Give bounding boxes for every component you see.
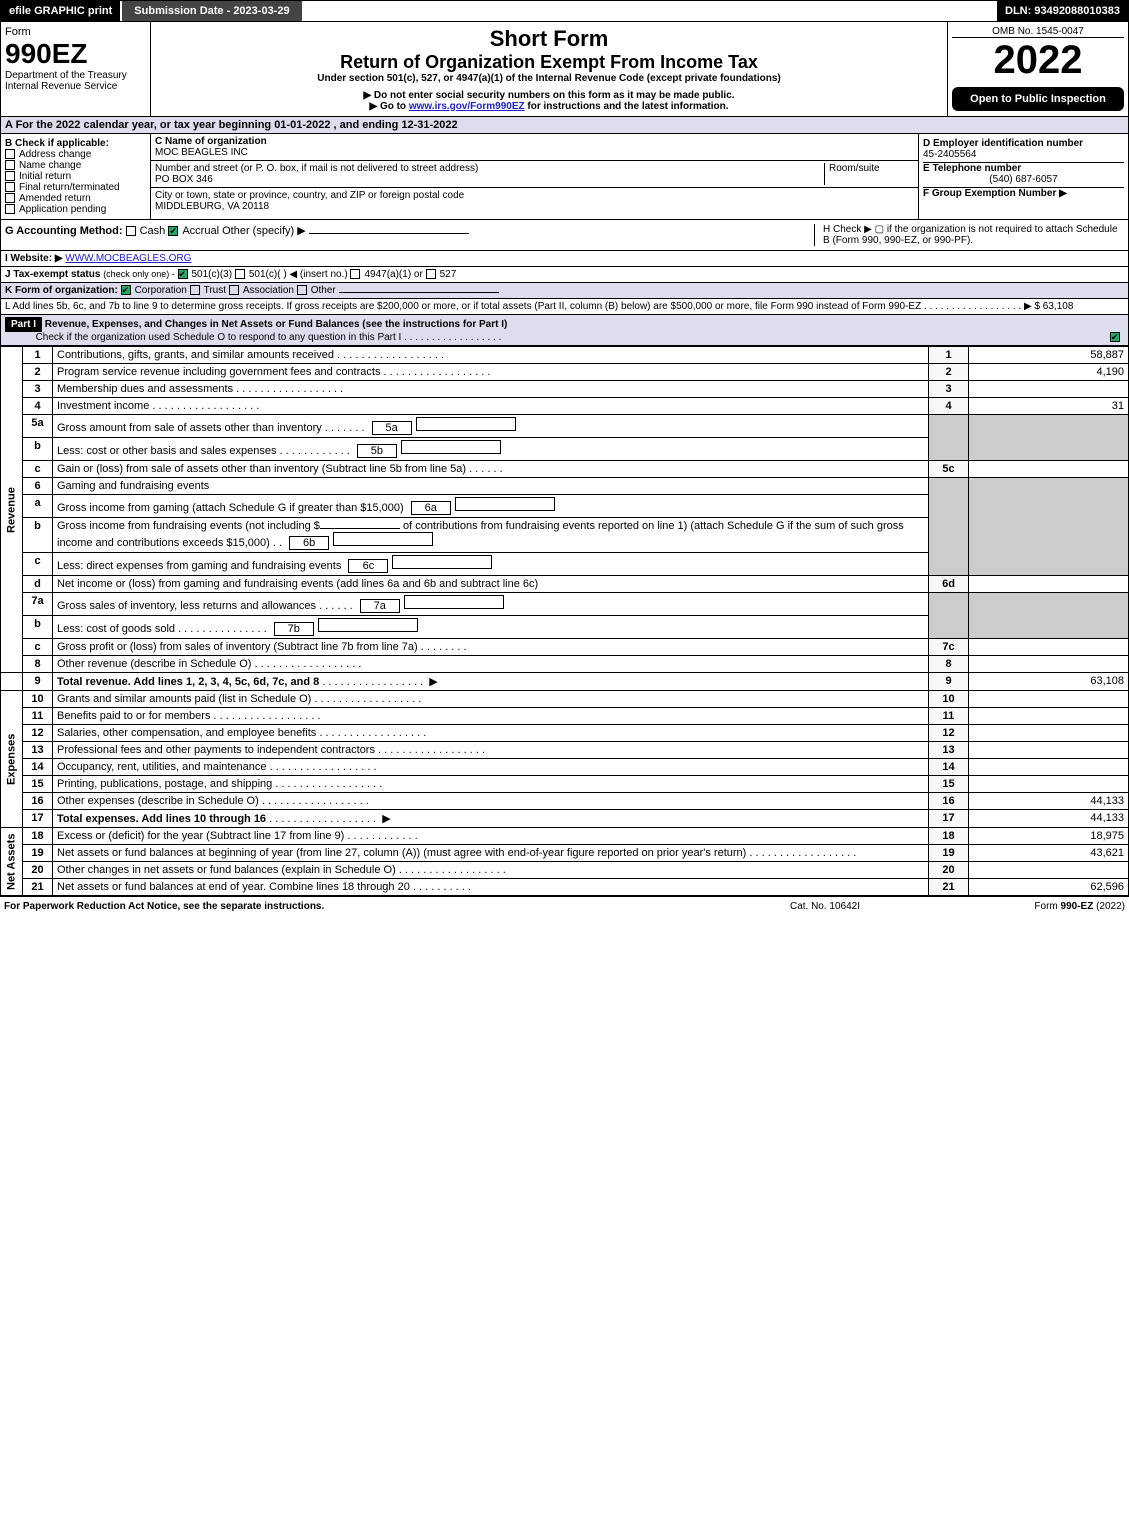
checkbox-icon[interactable] <box>297 285 307 295</box>
omb-number: OMB No. 1545-0047 <box>952 26 1124 38</box>
revenue-sidebar: Revenue <box>1 347 23 673</box>
form-label: Form <box>5 26 146 38</box>
dept-label: Department of the Treasury Internal Reve… <box>5 70 146 92</box>
website-link[interactable]: WWW.MOCBEAGLES.ORG <box>65 253 191 264</box>
g-label: G Accounting Method: <box>5 225 123 237</box>
line4-amount: 31 <box>969 398 1129 415</box>
checkbox-icon[interactable] <box>5 149 15 159</box>
expenses-sidebar: Expenses <box>1 691 23 828</box>
c-city-label: City or town, state or province, country… <box>155 190 464 201</box>
b-opt-amended: Amended return <box>5 193 146 204</box>
checkbox-icon[interactable] <box>190 285 200 295</box>
title-short-form: Short Form <box>155 26 943 52</box>
section-d-e-f: D Employer identification number 45-2405… <box>918 134 1128 219</box>
b-opt-final: Final return/terminated <box>5 182 146 193</box>
line18-amount: 18,975 <box>969 828 1129 845</box>
org-name: MOC BEAGLES INC <box>155 147 248 158</box>
checkbox-icon[interactable] <box>5 204 15 214</box>
line16-amount: 44,133 <box>969 793 1129 810</box>
lines-table: Revenue 1 Contributions, gifts, grants, … <box>0 346 1129 896</box>
line19-amount: 43,621 <box>969 845 1129 862</box>
title-return: Return of Organization Exempt From Incom… <box>155 52 943 73</box>
line9-total-revenue: 63,108 <box>969 673 1129 691</box>
efile-print-label[interactable]: efile GRAPHIC print <box>1 1 120 21</box>
checkbox-icon[interactable] <box>5 193 15 203</box>
line7a-input[interactable] <box>404 595 504 609</box>
telephone: (540) 687-6057 <box>923 174 1124 188</box>
line5a-input[interactable] <box>416 417 516 431</box>
d-label: D Employer identification number <box>923 138 1124 149</box>
section-l: L Add lines 5b, 6c, and 7b to line 9 to … <box>0 299 1129 315</box>
e-label: E Telephone number <box>923 163 1124 174</box>
section-h: H Check ▶ ▢ if the organization is not r… <box>814 224 1124 246</box>
line6a-input[interactable] <box>455 497 555 511</box>
submission-date: Submission Date - 2023-03-29 <box>120 1 301 21</box>
gross-receipts: $ 63,108 <box>1034 301 1073 312</box>
irs-link[interactable]: www.irs.gov/Form990EZ <box>409 101 525 112</box>
part1-header: Part I Revenue, Expenses, and Changes in… <box>0 315 1129 346</box>
section-c: C Name of organization MOC BEAGLES INC N… <box>151 134 918 219</box>
checkbox-icon[interactable] <box>126 226 136 236</box>
section-b: B Check if applicable: Address change Na… <box>1 134 151 219</box>
checkbox-icon[interactable] <box>5 171 15 181</box>
other-org-input[interactable] <box>339 292 499 293</box>
line6b-input[interactable] <box>333 532 433 546</box>
ein: 45-2405564 <box>923 149 1124 163</box>
subtitle-section: Under section 501(c), 527, or 4947(a)(1)… <box>155 73 943 84</box>
form-number: 990EZ <box>5 38 146 70</box>
line21-amount: 62,596 <box>969 879 1129 896</box>
checkbox-checked-icon[interactable] <box>1110 332 1120 342</box>
footer: For Paperwork Reduction Act Notice, see … <box>0 896 1129 916</box>
checkbox-icon[interactable] <box>5 182 15 192</box>
subtitle-goto: ▶ Go to www.irs.gov/Form990EZ for instru… <box>155 101 943 112</box>
line7b-input[interactable] <box>318 618 418 632</box>
checkbox-checked-icon[interactable] <box>168 226 178 236</box>
b-opt-pending: Application pending <box>5 204 146 215</box>
checkbox-icon[interactable] <box>426 269 436 279</box>
checkbox-icon[interactable] <box>350 269 360 279</box>
checkbox-icon[interactable] <box>229 285 239 295</box>
line1-amount: 58,887 <box>969 347 1129 364</box>
org-city: MIDDLEBURG, VA 20118 <box>155 201 269 212</box>
other-specify-input[interactable] <box>309 233 469 234</box>
dln: DLN: 93492088010383 <box>997 1 1128 21</box>
checkbox-checked-icon[interactable] <box>121 285 131 295</box>
paperwork-notice: For Paperwork Reduction Act Notice, see … <box>4 901 725 912</box>
form-ref: Form 990-EZ (2022) <box>925 901 1125 912</box>
b-opt-name: Name change <box>5 160 146 171</box>
tax-year: 2022 <box>952 38 1124 83</box>
b-opt-initial: Initial return <box>5 171 146 182</box>
section-i: I Website: ▶ WWW.MOCBEAGLES.ORG <box>0 251 1129 267</box>
line17-total-expenses: 44,133 <box>969 810 1129 828</box>
line6c-input[interactable] <box>392 555 492 569</box>
line2-amount: 4,190 <box>969 364 1129 381</box>
b-label: B Check if applicable: <box>5 138 146 149</box>
room-label: Room/suite <box>824 163 914 185</box>
c-name-label: C Name of organization <box>155 136 267 147</box>
checkbox-checked-icon[interactable] <box>178 269 188 279</box>
subtitle-ssn: ▶ Do not enter social security numbers o… <box>155 90 943 101</box>
top-bar: efile GRAPHIC print Submission Date - 20… <box>0 0 1129 22</box>
checkbox-icon[interactable] <box>5 160 15 170</box>
b-opt-address: Address change <box>5 149 146 160</box>
c-street-label: Number and street (or P. O. box, if mail… <box>155 163 478 174</box>
checkbox-icon[interactable] <box>235 269 245 279</box>
section-j: J Tax-exempt status (check only one) - 5… <box>0 267 1129 283</box>
f-label: F Group Exemption Number ▶ <box>923 188 1124 199</box>
org-street: PO BOX 346 <box>155 174 213 185</box>
net-assets-sidebar: Net Assets <box>1 828 23 896</box>
line5b-input[interactable] <box>401 440 501 454</box>
part1-badge: Part I <box>5 317 42 332</box>
section-k: K Form of organization: Corporation Trus… <box>0 283 1129 299</box>
section-a: A For the 2022 calendar year, or tax yea… <box>0 117 1129 134</box>
line6b-contrib-input[interactable] <box>320 528 400 529</box>
section-b-to-f: B Check if applicable: Address change Na… <box>0 134 1129 220</box>
open-public-inspection: Open to Public Inspection <box>952 87 1124 111</box>
section-g-h: G Accounting Method: Cash Accrual Other … <box>0 220 1129 251</box>
form-header: Form 990EZ Department of the Treasury In… <box>0 22 1129 117</box>
cat-no: Cat. No. 10642I <box>725 901 925 912</box>
